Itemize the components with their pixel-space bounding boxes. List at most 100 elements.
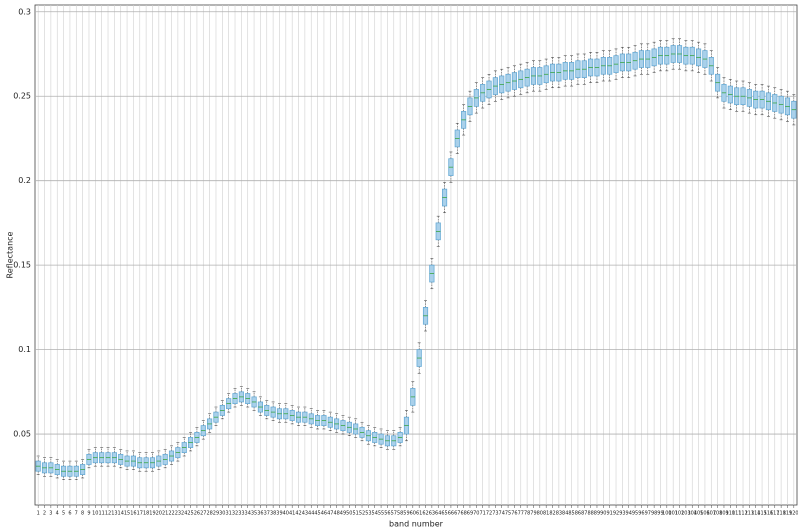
x-tick-label: 104: [687, 511, 697, 517]
x-tick-label: 4: [56, 511, 59, 517]
x-tick-label: 80: [537, 511, 543, 517]
y-tick-label: 0.1: [18, 345, 31, 354]
x-axis-label: band number: [389, 520, 444, 529]
x-tick-label: 94: [626, 511, 632, 517]
x-tick-label: 65: [441, 511, 447, 517]
x-tick-label: 13: [111, 511, 117, 517]
x-tick-label: 57: [391, 511, 397, 517]
x-tick-label: 96: [638, 511, 644, 517]
x-tick-label: 5: [62, 511, 65, 517]
x-tick-label: 1: [37, 511, 40, 517]
x-tick-label: 44: [308, 511, 314, 517]
y-tick-label: 0.25: [13, 92, 31, 101]
x-tick-label: 11: [98, 511, 104, 517]
x-tick-label: 93: [619, 511, 625, 517]
x-tick-label: 39: [276, 511, 282, 517]
x-tick-label: 28: [206, 511, 212, 517]
x-tick-label: 62: [422, 511, 428, 517]
x-tick-label: 69: [467, 511, 473, 517]
x-tick-label: 70: [473, 511, 479, 517]
x-tick-label: 20: [156, 511, 162, 517]
x-tick-label: 22: [168, 511, 174, 517]
x-tick-label: 30: [219, 511, 225, 517]
x-tick-label: 87: [581, 511, 587, 517]
plot-area: [34, 4, 798, 506]
x-tick-label: 71: [479, 511, 485, 517]
x-tick-label: 10: [92, 511, 98, 517]
x-tick-label: 100: [662, 511, 672, 517]
x-tick-label: 68: [460, 511, 466, 517]
x-tick-label: 72: [486, 511, 492, 517]
x-tick-label: 84: [562, 511, 568, 517]
y-tick-label: 0.2: [18, 176, 31, 185]
x-tick-label: 88: [587, 511, 593, 517]
x-tick-label: 92: [613, 511, 619, 517]
x-tick-label: 56: [384, 511, 390, 517]
x-tick-label: 101: [668, 511, 678, 517]
x-tick-label: 76: [511, 511, 517, 517]
x-tick-label: 42: [295, 511, 301, 517]
x-tick-label: 58: [397, 511, 403, 517]
x-tick-label: 67: [454, 511, 460, 517]
x-tick-label: 16: [130, 511, 136, 517]
x-tick-label: 63: [429, 511, 435, 517]
x-tick-label: 110: [726, 511, 736, 517]
x-tick-label: 24: [181, 511, 187, 517]
x-tick-label: 19: [149, 511, 155, 517]
y-tick-label: 0.3: [18, 7, 31, 16]
x-tick-label: 41: [289, 511, 295, 517]
x-tick-label: 29: [213, 511, 219, 517]
x-tick-label: 112: [738, 511, 748, 517]
x-tick-label: 98: [651, 511, 657, 517]
x-tick-label: 90: [600, 511, 606, 517]
x-tick-label: 33: [238, 511, 244, 517]
x-tick-label: 116: [764, 511, 774, 517]
x-tick-label: 38: [270, 511, 276, 517]
x-tick-label: 21: [162, 511, 168, 517]
x-tick-label: 17: [137, 511, 143, 517]
x-tick-label: 105: [694, 511, 704, 517]
x-tick-label: 27: [200, 511, 206, 517]
x-tick-label: 36: [257, 511, 263, 517]
x-tick-label: 95: [632, 511, 638, 517]
x-tick-label: 8: [81, 511, 84, 517]
x-tick-label: 46: [321, 511, 327, 517]
x-tick-label: 53: [365, 511, 371, 517]
x-tick-label: 25: [187, 511, 193, 517]
x-tick-label: 48: [333, 511, 339, 517]
x-tick-label: 73: [492, 511, 498, 517]
x-tick-label: 45: [314, 511, 320, 517]
x-tick-label: 103: [681, 511, 691, 517]
x-tick-label: 37: [264, 511, 270, 517]
x-tick-label: 61: [416, 511, 422, 517]
x-tick-label: 18: [143, 511, 149, 517]
x-tick-label: 82: [549, 511, 555, 517]
x-tick-label: 49: [340, 511, 346, 517]
x-tick-label: 51: [352, 511, 358, 517]
x-tick-label: 7: [75, 511, 78, 517]
x-tick-label: 114: [751, 511, 761, 517]
x-tick-label: 3: [49, 511, 52, 517]
x-tick-label: 64: [435, 511, 441, 517]
x-tick-label: 113: [745, 511, 755, 517]
x-tick-label: 2: [43, 511, 46, 517]
x-tick-label: 120: [789, 511, 798, 517]
x-tick-label: 75: [505, 511, 511, 517]
x-tick-label: 52: [359, 511, 365, 517]
x-tick-label: 115: [757, 511, 767, 517]
x-tick-label: 102: [675, 511, 685, 517]
x-tick-label: 83: [556, 511, 562, 517]
x-tick-label: 14: [118, 511, 124, 517]
x-tick-label: 78: [524, 511, 530, 517]
x-tick-label: 106: [700, 511, 710, 517]
x-tick-label: 86: [575, 511, 581, 517]
x-tick-label: 99: [657, 511, 663, 517]
x-tick-label: 54: [372, 511, 378, 517]
x-tick-label: 97: [645, 511, 651, 517]
x-tick-label: 108: [713, 511, 723, 517]
x-tick-label: 34: [245, 511, 251, 517]
x-tick-label: 23: [175, 511, 181, 517]
x-tick-label: 47: [327, 511, 333, 517]
